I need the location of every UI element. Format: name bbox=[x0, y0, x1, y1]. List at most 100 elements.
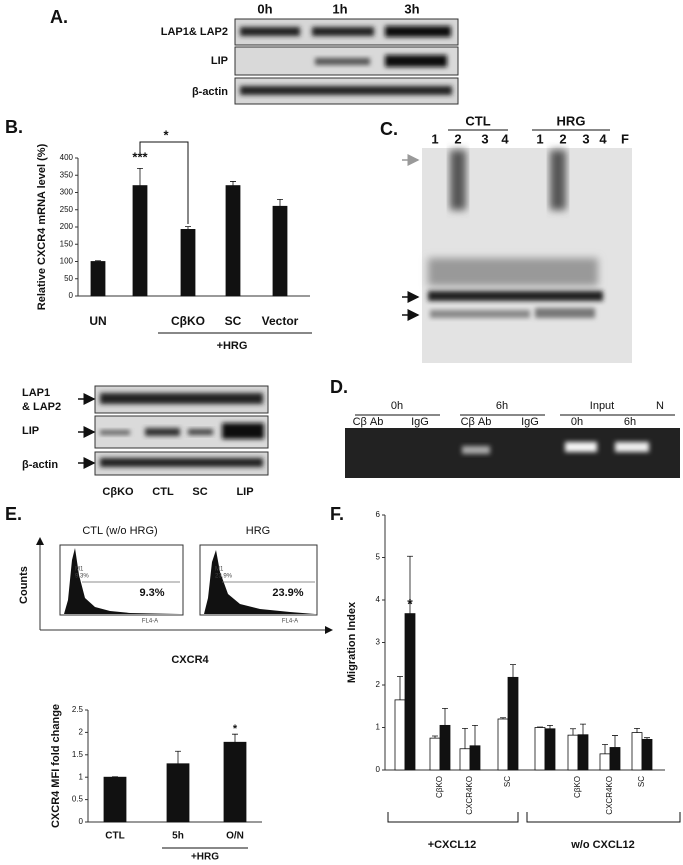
lane-label: 3h bbox=[404, 1, 419, 16]
row-label: LAP1 bbox=[22, 387, 50, 399]
y-tick-label: 150 bbox=[60, 239, 74, 248]
error-bar bbox=[510, 664, 516, 678]
error-bar bbox=[462, 727, 468, 749]
y-tick-label: 3 bbox=[376, 638, 381, 647]
y-axis-label: Migration Index bbox=[346, 601, 358, 683]
bar bbox=[577, 734, 589, 771]
x-tick-label: O/N bbox=[226, 831, 244, 842]
lane-label: SC bbox=[192, 486, 207, 498]
panel-label: D. bbox=[330, 377, 348, 397]
bar bbox=[429, 737, 441, 771]
group-label: CTL bbox=[465, 113, 490, 128]
lane-label: 2 bbox=[454, 131, 461, 146]
error-bar bbox=[407, 555, 413, 614]
flow-title: CTL (w/o HRG) bbox=[82, 525, 157, 537]
group-label: w/o CXCL12 bbox=[570, 839, 635, 851]
bar bbox=[439, 724, 451, 771]
x-tick-label: CβKO bbox=[171, 314, 205, 328]
group-bracket bbox=[387, 812, 519, 823]
y-tick-label: 1 bbox=[376, 723, 381, 732]
y-tick-label: 50 bbox=[64, 274, 73, 283]
group-label: 6h bbox=[496, 400, 508, 412]
x-tick-label: SC bbox=[637, 776, 646, 787]
row-label: & LAP2 bbox=[22, 401, 61, 413]
x-tick-label: CβKO bbox=[573, 776, 582, 798]
group-bracket bbox=[526, 812, 681, 823]
lane-label: F bbox=[621, 131, 629, 146]
flow-title: HRG bbox=[246, 525, 270, 537]
lane-label: Cβ Ab bbox=[461, 416, 492, 428]
bar bbox=[223, 741, 247, 823]
row-label: LIP bbox=[211, 55, 228, 67]
error-bar bbox=[602, 744, 608, 754]
bar bbox=[272, 205, 288, 297]
y-tick-label: 4 bbox=[376, 595, 381, 604]
percent-label: 9.3% bbox=[139, 587, 164, 599]
error-bar bbox=[500, 717, 506, 719]
bar bbox=[166, 763, 190, 823]
error-bar bbox=[442, 707, 448, 726]
lane-label: 3 bbox=[582, 131, 589, 146]
gate-label: M1 bbox=[215, 567, 224, 573]
panel-label: A. bbox=[50, 7, 68, 27]
x-tick-label: CXCR4KO bbox=[465, 776, 474, 815]
error-bar bbox=[580, 723, 586, 735]
error-bar bbox=[137, 167, 143, 186]
group-label: +CXCL12 bbox=[428, 839, 477, 851]
bar bbox=[90, 261, 106, 297]
y-tick-label: 6 bbox=[376, 510, 381, 519]
group-label: Input bbox=[590, 400, 614, 412]
y-axis-label: CXCR4 MFI fold change bbox=[50, 704, 62, 828]
y-tick-label: 2.5 bbox=[72, 705, 84, 714]
x-tick-label: CβKO bbox=[435, 776, 444, 798]
annotation: * bbox=[233, 723, 238, 735]
axis-label: CXCR4 bbox=[171, 654, 209, 666]
bar bbox=[497, 718, 509, 771]
lane-label: 6h bbox=[624, 416, 636, 428]
x-tick-label: 5h bbox=[172, 831, 184, 842]
bar bbox=[132, 185, 148, 297]
x-tick-label: SC bbox=[225, 314, 242, 328]
error-bar bbox=[570, 728, 576, 736]
bar bbox=[609, 747, 621, 771]
error-bar bbox=[277, 199, 283, 207]
axis-label: Counts bbox=[18, 566, 30, 604]
bar bbox=[404, 613, 416, 771]
panel-label: B. bbox=[5, 117, 23, 137]
bar bbox=[641, 739, 653, 771]
y-tick-label: 300 bbox=[60, 188, 74, 197]
flow-x-axis: FL4-A bbox=[282, 619, 298, 625]
gel-c bbox=[402, 129, 632, 363]
y-tick-label: 350 bbox=[60, 170, 74, 179]
bracket bbox=[139, 141, 189, 224]
lane-label: CβKO bbox=[102, 486, 134, 498]
y-tick-label: 200 bbox=[60, 222, 74, 231]
bar bbox=[599, 753, 611, 771]
blot-a bbox=[234, 18, 459, 105]
annotation: * bbox=[407, 596, 413, 612]
group-label: HRG bbox=[557, 113, 586, 128]
lane-label: 4 bbox=[501, 131, 509, 146]
annotation: *** bbox=[132, 149, 148, 164]
y-tick-label: 0 bbox=[69, 291, 74, 300]
bar bbox=[631, 732, 643, 771]
gate-percent: 23.9% bbox=[215, 574, 233, 580]
lane-label: Cβ Ab bbox=[353, 416, 384, 428]
group-label: N bbox=[656, 400, 664, 412]
lane-label: 2 bbox=[559, 131, 566, 146]
error-bar bbox=[95, 260, 101, 262]
y-tick-label: 250 bbox=[60, 205, 74, 214]
bar bbox=[544, 728, 556, 771]
y-tick-label: 5 bbox=[376, 553, 381, 562]
lane-label: CTL bbox=[152, 486, 174, 498]
lane-label: 4 bbox=[599, 131, 607, 146]
group-label: 0h bbox=[391, 400, 403, 412]
row-label: LAP1& LAP2 bbox=[161, 26, 228, 38]
bar bbox=[225, 185, 241, 297]
lane-label: 3 bbox=[481, 131, 488, 146]
y-tick-label: 1.5 bbox=[72, 750, 84, 759]
y-tick-label: 0 bbox=[79, 817, 84, 826]
error-bar bbox=[612, 735, 618, 748]
error-bar bbox=[634, 727, 640, 733]
